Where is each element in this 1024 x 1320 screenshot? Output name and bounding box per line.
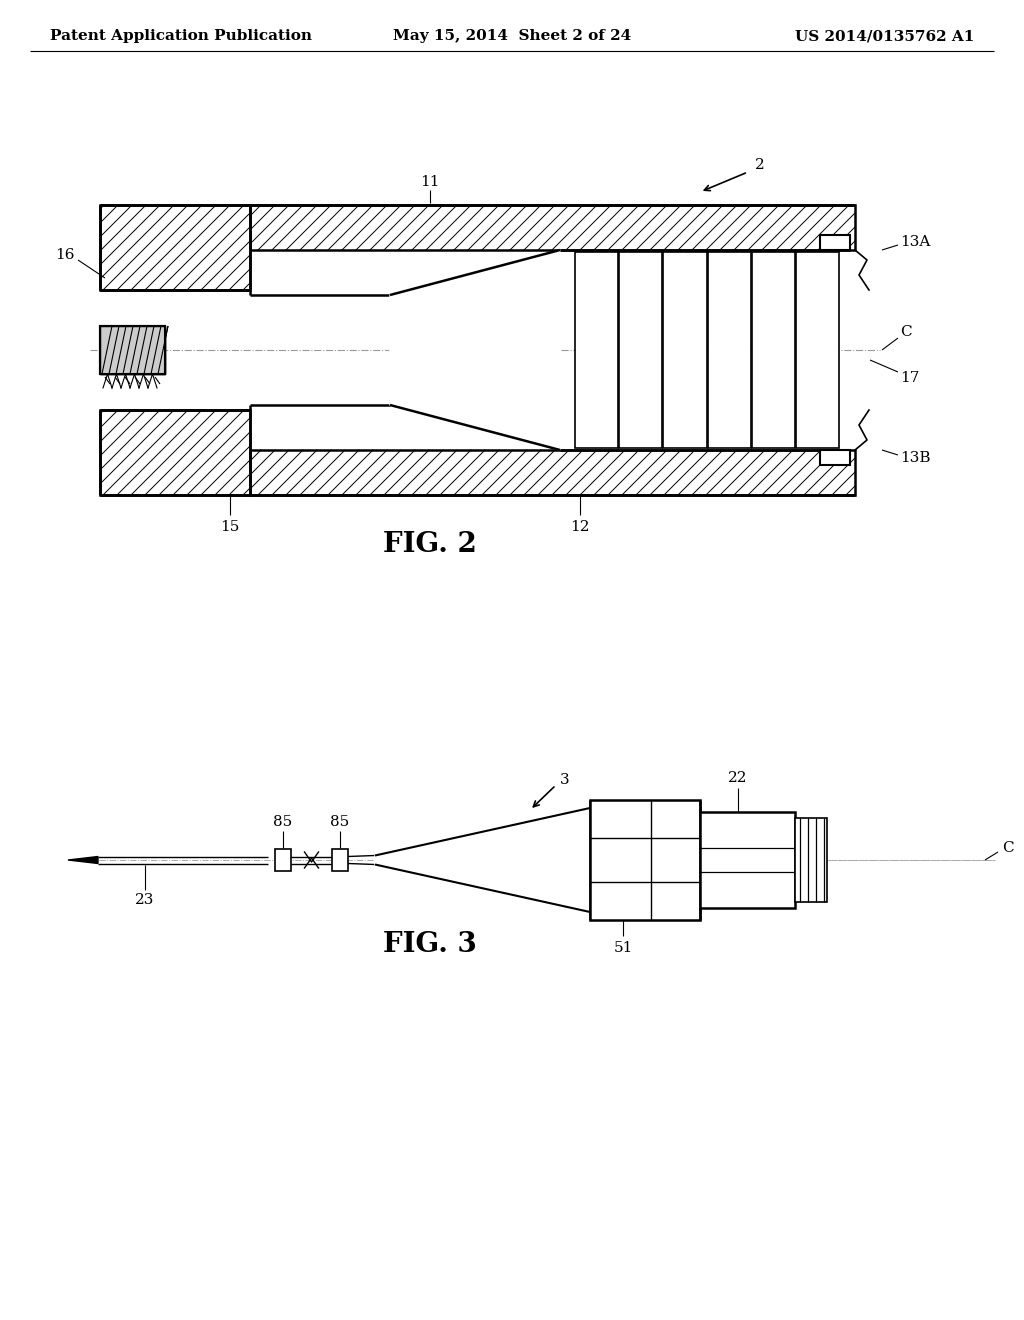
Bar: [100, 326, 165, 374]
Text: C: C: [1002, 841, 1014, 855]
Bar: [708, 252, 751, 447]
Bar: [332, 849, 348, 871]
Text: FIG. 2: FIG. 2: [383, 532, 477, 558]
Bar: [575, 252, 618, 447]
Polygon shape: [68, 857, 98, 863]
Bar: [100, 326, 165, 374]
Bar: [752, 252, 795, 447]
Text: 51: 51: [613, 941, 633, 954]
Text: FIG. 3: FIG. 3: [383, 932, 477, 958]
Bar: [700, 812, 795, 908]
Text: 85: 85: [273, 814, 293, 829]
Text: C: C: [900, 325, 911, 339]
Bar: [820, 450, 850, 465]
Bar: [590, 800, 700, 920]
Bar: [100, 326, 245, 374]
Bar: [820, 235, 850, 249]
Text: US 2014/0135762 A1: US 2014/0135762 A1: [795, 29, 974, 44]
Bar: [664, 252, 707, 447]
Bar: [250, 450, 855, 495]
Text: 16: 16: [55, 248, 75, 261]
Text: 22: 22: [728, 771, 748, 785]
Text: 13A: 13A: [900, 235, 931, 249]
Text: 2: 2: [755, 158, 765, 172]
Text: 15: 15: [220, 520, 240, 535]
Bar: [250, 205, 855, 249]
Text: 3: 3: [560, 774, 569, 787]
Bar: [100, 326, 165, 374]
Text: 17: 17: [900, 371, 920, 385]
Bar: [250, 205, 855, 249]
Bar: [100, 205, 250, 290]
Polygon shape: [390, 249, 560, 450]
Bar: [100, 205, 250, 290]
Bar: [620, 252, 663, 447]
Text: 11: 11: [420, 176, 439, 189]
Text: May 15, 2014  Sheet 2 of 24: May 15, 2014 Sheet 2 of 24: [393, 29, 631, 44]
Text: 23: 23: [135, 894, 155, 907]
Text: 12: 12: [570, 520, 590, 535]
Text: Patent Application Publication: Patent Application Publication: [50, 29, 312, 44]
Bar: [100, 411, 250, 495]
Bar: [796, 252, 839, 447]
Text: 13B: 13B: [900, 451, 931, 465]
Text: 85: 85: [331, 814, 349, 829]
Bar: [250, 450, 855, 495]
Bar: [100, 326, 165, 374]
Bar: [275, 849, 291, 871]
Polygon shape: [375, 808, 590, 912]
Bar: [795, 818, 827, 902]
Bar: [100, 411, 250, 495]
